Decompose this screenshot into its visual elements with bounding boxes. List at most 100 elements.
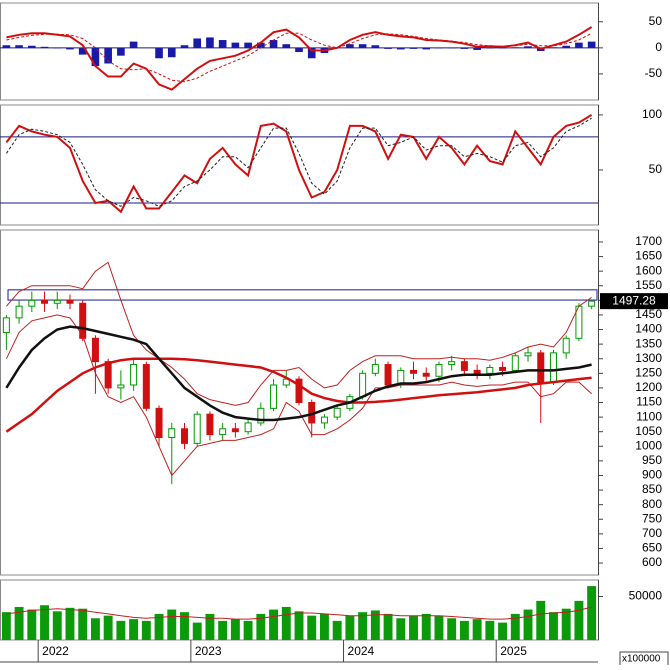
candle-body (28, 299, 36, 307)
histogram-bar (396, 47, 405, 50)
y-tick-label: 1150 (636, 395, 662, 409)
volume-bar (192, 622, 202, 640)
histogram-bar (435, 47, 443, 49)
candle-body (168, 428, 176, 439)
volume-bar (358, 612, 368, 640)
candle-body (117, 384, 125, 389)
y-tick-label: 1200 (635, 380, 662, 394)
last-value-label: 1497.28 (612, 293, 656, 307)
candle-body (435, 364, 443, 377)
indicator-line (6, 606, 592, 620)
volume-bar (332, 620, 342, 640)
candle-body (448, 361, 456, 366)
candle-body (486, 366, 494, 374)
y-tick-label: 1350 (635, 336, 662, 350)
histogram-bar (2, 45, 11, 48)
volume-bar (319, 613, 329, 640)
volume-bar (523, 609, 533, 640)
histogram-bar (371, 45, 380, 48)
volume-bar (421, 613, 431, 640)
candle-body (422, 372, 430, 377)
candle-body (295, 378, 303, 404)
y-tick-label: 850 (642, 482, 662, 496)
volume-bar (141, 620, 151, 640)
volume-bar (103, 615, 113, 640)
candle-body (537, 352, 545, 383)
histogram-bar (129, 41, 138, 48)
indicator-line (5, 114, 593, 214)
volume-bar (65, 607, 75, 640)
x-tick-label: 2025 (500, 644, 527, 658)
histogram-bar (409, 47, 418, 49)
y-tick-label: 1700 (635, 234, 662, 248)
volume-bar (40, 605, 49, 640)
histogram-bar (53, 47, 62, 49)
candle-body (206, 413, 214, 436)
candle-body (104, 361, 112, 389)
histogram-bar (447, 47, 456, 49)
histogram-bar (104, 47, 112, 64)
histogram-bar (91, 47, 100, 67)
histogram-bar (180, 45, 189, 48)
y-tick-label: 0 (655, 40, 662, 54)
candle-body (244, 422, 252, 433)
panel-frame (0, 104, 599, 226)
histogram-bar (358, 44, 367, 48)
last-value-box (600, 293, 668, 310)
y-tick-label: -50 (645, 66, 663, 80)
candle-body (511, 355, 519, 371)
histogram-bar (524, 46, 532, 48)
volume-bar (52, 611, 62, 640)
candle-body (2, 317, 10, 333)
candle-body (333, 407, 341, 418)
candle-body (270, 384, 278, 409)
volume-bar (180, 612, 189, 640)
candle-body (79, 302, 87, 339)
histogram-bar (78, 47, 87, 55)
candle-body (460, 361, 468, 371)
histogram-bar (282, 44, 291, 48)
histogram-bar (549, 47, 558, 48)
volume-bar (218, 620, 228, 640)
candle-body (588, 300, 596, 307)
y-tick-label: 700 (642, 526, 662, 540)
histogram-bar (66, 47, 74, 50)
volume-bar (574, 600, 584, 640)
indicator-line (6, 26, 593, 91)
histogram-bar (193, 38, 202, 48)
candle-body (473, 369, 481, 374)
y-tick-label: 1100 (636, 409, 662, 423)
candle-body (371, 364, 379, 374)
resistance-zone (7, 289, 598, 301)
volume-bar (78, 608, 88, 640)
histogram-bar (269, 40, 278, 48)
indicator-line (6, 261, 592, 406)
volume-bar (90, 618, 100, 640)
volume-bar (27, 609, 37, 640)
histogram-bar (40, 46, 49, 48)
candle-body (549, 352, 557, 383)
candle-body (282, 378, 290, 386)
histogram-bar (562, 45, 571, 48)
volume-bar (256, 613, 266, 640)
unit-label: x100000 (622, 654, 661, 665)
candle-body (91, 337, 99, 363)
candle-body (562, 337, 570, 354)
y-tick-label: 50 (649, 14, 663, 28)
candle-body (155, 407, 163, 439)
histogram-bar (422, 47, 431, 50)
volume-bar (459, 620, 469, 640)
volume-bar (409, 615, 418, 640)
volume-bar (307, 615, 317, 640)
histogram-bar (155, 47, 163, 59)
volume-bar (281, 606, 291, 640)
volume-bar (587, 586, 597, 640)
candle-body (219, 428, 227, 436)
histogram-bar (218, 40, 227, 48)
candle-body (41, 299, 49, 304)
volume-bar (498, 622, 508, 640)
y-tick-label: 1450 (635, 307, 662, 321)
x-tick-label: 2024 (348, 644, 375, 658)
histogram-bar (27, 45, 36, 48)
